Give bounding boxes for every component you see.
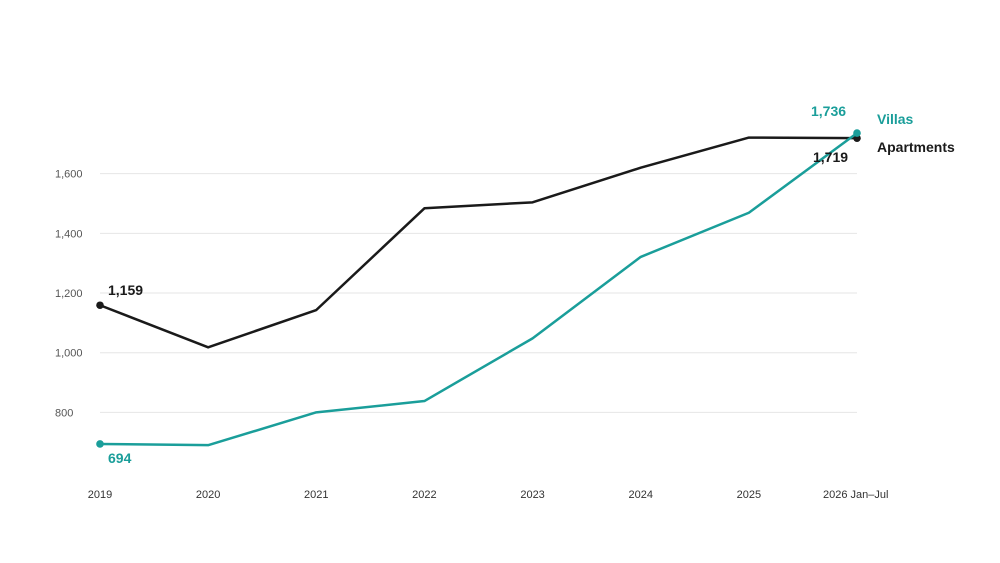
y-tick-label: 1,600 [55, 169, 83, 181]
y-tick-label: 1,400 [55, 228, 83, 240]
y-tick-label: 1,000 [55, 348, 83, 360]
end-marker-villas [853, 129, 861, 137]
start-value-label: 1,159 [108, 282, 143, 298]
series-name-villas: Villas [877, 111, 914, 127]
x-tick-label: 2021 [304, 489, 328, 501]
x-tick-label: 2020 [196, 489, 220, 501]
start-value-label: 694 [108, 450, 132, 466]
start-marker-villas [96, 440, 104, 448]
y-axis-ticks: 800 1,000 1,200 1,400 1,600 [55, 169, 83, 420]
x-tick-label: 2025 [737, 489, 761, 501]
y-tick-label: 800 [55, 407, 73, 419]
start-marker-apartments [96, 301, 104, 310]
x-tick-label: 2019 [88, 489, 112, 501]
x-tick-label: 2023 [520, 489, 544, 501]
x-axis-ticks: 2019 2020 2021 2022 2023 2024 2025 2026 Jan–Jul [88, 489, 889, 501]
data-label-layer: 1,159 1,719 Apartments 694 1,736 Villas [108, 103, 955, 466]
x-tick-label: 2026 Jan–Jul [823, 489, 888, 501]
series-layer [96, 129, 861, 448]
end-value-label: 1,736 [811, 103, 846, 119]
grid-layer [100, 173, 857, 413]
y-tick-label: 1,200 [55, 288, 83, 300]
series-line-apartments [99, 136, 858, 349]
x-tick-label: 2024 [628, 489, 652, 501]
x-tick-label: 2022 [412, 489, 436, 501]
series-line-villas [99, 132, 858, 447]
end-value-label: 1,719 [813, 149, 848, 165]
series-name-apartments: Apartments [877, 139, 955, 155]
